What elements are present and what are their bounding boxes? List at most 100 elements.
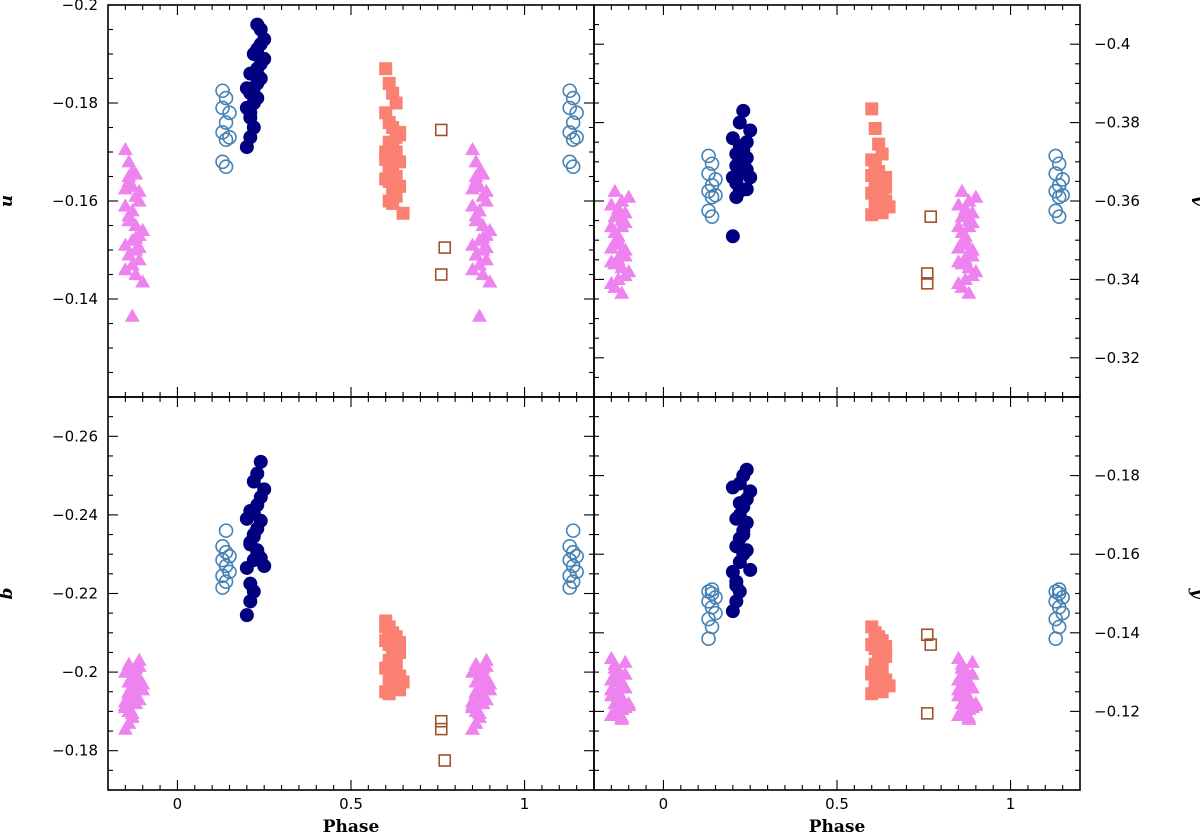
data-point bbox=[704, 189, 720, 205]
y-tick-label: −0.12 bbox=[1094, 702, 1140, 720]
data-point bbox=[725, 131, 740, 146]
data-point bbox=[128, 166, 144, 180]
data-point bbox=[382, 174, 396, 188]
data-point bbox=[124, 178, 140, 192]
plot-frame bbox=[107, 396, 595, 791]
data-point bbox=[964, 242, 980, 256]
data-point bbox=[954, 183, 970, 197]
data-point bbox=[218, 132, 234, 148]
data-point bbox=[614, 709, 630, 723]
data-point bbox=[704, 619, 720, 635]
y-tick-label: −0.18 bbox=[52, 742, 98, 760]
data-point bbox=[614, 701, 630, 716]
data-point bbox=[743, 123, 758, 138]
data-point bbox=[438, 754, 452, 767]
plot-frame bbox=[593, 396, 1081, 791]
data-point bbox=[882, 679, 896, 693]
data-point bbox=[246, 96, 261, 110]
data-point bbox=[732, 496, 747, 511]
data-point bbox=[924, 638, 938, 651]
data-point bbox=[131, 183, 147, 197]
data-point bbox=[704, 156, 720, 172]
data-point bbox=[920, 707, 934, 720]
data-point bbox=[614, 193, 630, 207]
x-tick-label: 0 bbox=[659, 795, 669, 813]
data-point bbox=[475, 690, 491, 704]
data-point bbox=[562, 539, 578, 554]
data-point bbox=[475, 166, 491, 180]
data-point bbox=[389, 145, 403, 159]
data-point bbox=[603, 240, 619, 254]
data-point bbox=[739, 543, 754, 558]
data-point bbox=[218, 159, 234, 174]
data-point bbox=[610, 205, 626, 219]
y-axis-label: v bbox=[1187, 196, 1200, 207]
y-tick-label: −0.16 bbox=[1094, 545, 1140, 563]
data-point bbox=[121, 247, 137, 261]
data-point bbox=[872, 192, 886, 206]
data-point bbox=[951, 197, 966, 211]
data-point bbox=[865, 208, 879, 222]
data-point bbox=[704, 582, 720, 597]
data-point bbox=[865, 687, 879, 701]
data-point bbox=[468, 213, 484, 227]
data-point bbox=[1051, 582, 1067, 597]
data-point bbox=[475, 218, 491, 232]
data-point bbox=[382, 628, 396, 642]
data-point bbox=[478, 240, 494, 254]
data-point bbox=[482, 274, 498, 288]
data-point bbox=[1051, 189, 1067, 205]
data-point bbox=[875, 147, 889, 161]
x-tick-label: 0 bbox=[173, 795, 183, 813]
data-point bbox=[465, 198, 480, 212]
data-point bbox=[1048, 148, 1063, 164]
data-point bbox=[239, 608, 254, 623]
data-point bbox=[920, 267, 934, 280]
data-point bbox=[218, 90, 234, 106]
x-tick-label: 0.5 bbox=[339, 795, 363, 813]
y-tick-label: −0.22 bbox=[52, 585, 98, 603]
data-point bbox=[569, 105, 584, 121]
data-point bbox=[875, 180, 889, 194]
data-point bbox=[920, 628, 934, 642]
data-point bbox=[610, 228, 626, 242]
data-point bbox=[471, 257, 487, 271]
y-tick-label: −0.2 bbox=[62, 0, 98, 14]
y-tick-label: −0.14 bbox=[52, 290, 98, 308]
data-point bbox=[131, 240, 147, 254]
data-point bbox=[743, 484, 758, 499]
data-point bbox=[865, 102, 879, 116]
y-tick-label: −0.36 bbox=[1094, 192, 1140, 210]
data-point bbox=[379, 62, 393, 76]
data-point bbox=[482, 682, 498, 696]
data-point bbox=[468, 154, 484, 168]
data-point bbox=[957, 228, 973, 242]
data-point bbox=[121, 686, 137, 700]
data-point bbox=[961, 701, 977, 716]
data-point bbox=[617, 680, 633, 694]
data-point bbox=[729, 511, 744, 526]
data-point bbox=[468, 686, 484, 700]
y-tick-label: −0.14 bbox=[1094, 624, 1140, 642]
data-point bbox=[131, 252, 147, 266]
data-point bbox=[617, 654, 633, 668]
data-point bbox=[1051, 619, 1067, 635]
data-point bbox=[617, 215, 633, 229]
y-tick-label: −0.26 bbox=[52, 427, 98, 445]
data-point bbox=[1051, 209, 1067, 224]
data-point bbox=[128, 218, 144, 232]
data-point bbox=[478, 658, 494, 672]
data-point bbox=[565, 132, 581, 148]
data-point bbox=[117, 237, 133, 251]
x-tick-label: 0.5 bbox=[825, 795, 849, 813]
data-point bbox=[434, 714, 448, 728]
data-point bbox=[121, 213, 137, 227]
data-point bbox=[736, 527, 751, 542]
data-point bbox=[257, 51, 272, 66]
data-point bbox=[386, 86, 400, 100]
data-point bbox=[243, 503, 258, 518]
data-point bbox=[607, 279, 623, 293]
data-point bbox=[382, 687, 396, 701]
data-point bbox=[434, 722, 448, 736]
y-axis-label: u bbox=[0, 195, 17, 207]
